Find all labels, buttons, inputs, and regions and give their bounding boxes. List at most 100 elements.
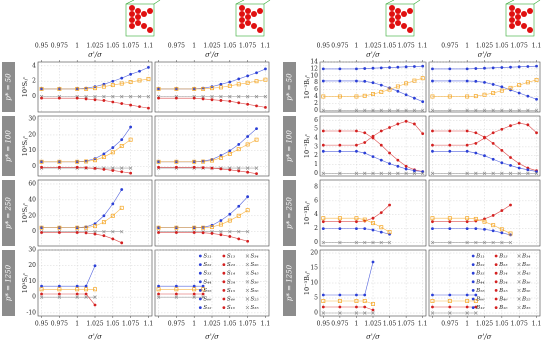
data-point [379,129,383,133]
data-point [482,219,487,224]
data-point [379,143,383,147]
data-point [465,227,469,231]
data-point [500,108,504,112]
legend-label: S₂₄ [227,279,235,285]
y-tick-label: 20 [28,212,36,219]
data-point [201,292,205,296]
y-tick-label: 60 [28,180,36,187]
y-tick-label: 10 [310,72,318,79]
data-point [413,96,416,100]
data-point [500,171,504,176]
data-point [388,203,391,207]
data-point [137,94,142,99]
series-line [41,139,131,163]
molecule-image [385,0,421,37]
data-point [465,240,469,245]
data-point [431,67,434,71]
data-point [255,127,258,131]
data-point [321,79,325,83]
data-point [379,225,384,230]
data-point [84,295,88,299]
data-point [396,158,400,162]
y-tick-label: 8 [314,183,318,190]
data-point [321,171,326,176]
x-tick-label: 1.05 [223,321,237,328]
data-point [201,287,206,292]
data-point [40,96,43,100]
data-point [128,80,133,84]
y-tick-label: 6 [314,197,318,204]
data-point [245,94,250,99]
data-point [321,311,326,315]
data-point [93,94,97,99]
x-tick-label: 1.075 [511,321,528,328]
data-point [431,129,434,133]
data-point [404,171,408,176]
data-point [245,229,250,234]
data-point [431,293,434,297]
data-point [509,124,512,128]
data-point [482,171,487,176]
data-point [338,67,342,71]
data-point [236,82,241,87]
data-point [84,159,89,164]
data-point [465,108,469,112]
data-point [526,65,530,68]
y-axis-label: 10⁻³Bᵢⱼᶜ [303,133,311,158]
data-point [396,89,400,93]
data-point [395,84,400,89]
data-point [255,71,258,75]
data-point [111,79,115,83]
molecule-image [125,0,161,37]
data-point [379,83,383,87]
data-point [120,170,124,174]
legend-marker [245,288,250,293]
legend-label: B₁₆ [498,305,508,311]
legend-label: B₂₄ [498,279,507,285]
y-tick-label: -10 [26,309,36,316]
data-point [430,171,435,176]
legend-label: S₁₆ [227,305,236,311]
data-point [388,66,391,69]
data-point [448,311,452,315]
data-point [431,220,434,224]
data-point [219,99,223,102]
data-point [138,105,141,109]
data-point [210,94,214,99]
x-tick-label: 1 [75,321,79,328]
data-point [388,162,391,166]
data-point [321,149,325,153]
legend-marker [471,289,475,292]
data-point [264,105,267,109]
data-point [448,129,452,133]
data-point [404,119,408,123]
x-tick-label: 0.975 [441,321,458,328]
x-tick-label: 0.975 [168,43,185,50]
data-point [491,108,495,112]
data-point [84,94,88,99]
data-point [201,97,205,101]
data-point [338,220,342,224]
data-point [157,284,160,288]
legend-marker [494,280,498,284]
row-strip [283,180,296,246]
x-axis-label: σ'/σ [478,333,492,341]
y-tick-label: 40 [28,196,36,203]
data-point [210,232,214,235]
data-point [404,81,409,86]
data-point [354,108,359,112]
data-point [474,79,478,83]
y-tick-label: 0 [32,93,36,100]
legend-label: S₄₅ [250,271,259,277]
data-point [430,299,435,303]
y-tick-label: 0 [32,294,36,301]
data-point [474,227,478,231]
data-point [157,165,160,169]
x-tick-label: 1.1 [261,43,271,50]
data-point [534,77,539,82]
data-point [321,129,325,133]
data-point [526,168,530,172]
data-point [508,171,513,176]
data-point [483,227,486,231]
data-point [362,299,367,303]
